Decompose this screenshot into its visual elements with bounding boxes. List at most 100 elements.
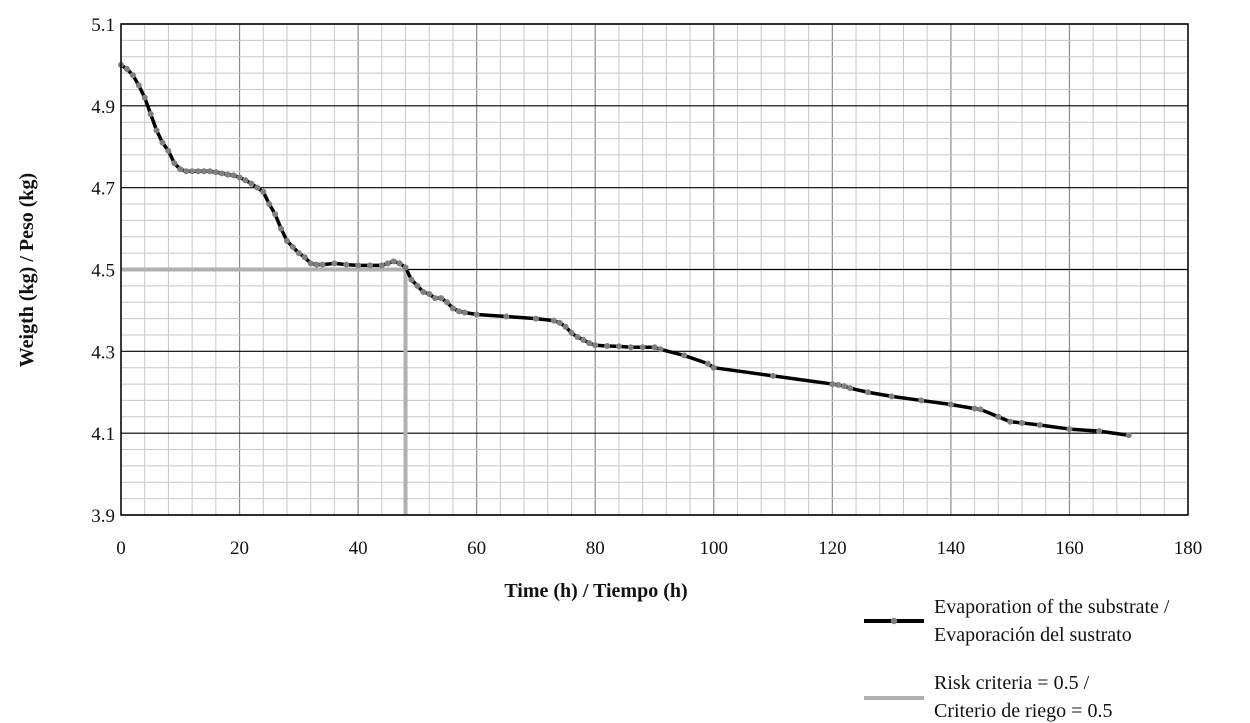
data-point-evaporation bbox=[444, 299, 450, 305]
data-point-evaporation bbox=[829, 381, 835, 387]
data-point-evaporation bbox=[391, 258, 397, 264]
data-point-evaporation bbox=[533, 316, 539, 322]
data-point-evaporation bbox=[408, 277, 414, 283]
series-layer bbox=[118, 62, 1132, 515]
data-point-evaporation bbox=[705, 361, 711, 367]
x-tick-label: 20 bbox=[230, 538, 249, 559]
legend-label-risk-line-1: Risk criteria = 0.5 / bbox=[934, 672, 1090, 694]
data-point-evaporation bbox=[569, 330, 575, 336]
data-point-evaporation bbox=[551, 318, 557, 324]
data-point-evaporation bbox=[201, 168, 207, 174]
legend-label-evaporation-line-1: Evaporation of the substrate / bbox=[934, 596, 1170, 618]
x-tick-labels: 0 20 40 60 80 100 120 140 160 180 bbox=[116, 538, 1202, 559]
data-point-evaporation bbox=[219, 170, 225, 176]
data-point-evaporation bbox=[142, 95, 148, 101]
data-point-evaporation bbox=[592, 342, 598, 348]
data-point-evaporation bbox=[225, 172, 231, 178]
data-point-evaporation bbox=[207, 168, 213, 174]
data-point-evaporation bbox=[978, 406, 984, 412]
data-point-evaporation bbox=[302, 254, 308, 260]
data-point-evaporation bbox=[450, 305, 456, 311]
data-point-evaporation bbox=[296, 250, 302, 256]
data-point-evaporation bbox=[580, 337, 586, 343]
data-point-evaporation bbox=[918, 397, 924, 403]
data-point-evaporation bbox=[1096, 428, 1102, 434]
data-point-evaporation bbox=[136, 82, 142, 88]
data-point-evaporation bbox=[586, 340, 592, 346]
data-point-evaporation bbox=[681, 352, 687, 358]
data-point-evaporation bbox=[159, 140, 165, 146]
data-point-evaporation bbox=[124, 66, 130, 72]
x-tick-label: 100 bbox=[700, 538, 729, 559]
data-point-evaporation bbox=[148, 111, 154, 117]
data-point-evaporation bbox=[426, 291, 432, 297]
data-point-evaporation bbox=[290, 244, 296, 250]
legend-item-risk-criteria: Risk criteria = 0.5 / Criterio de riego … bbox=[864, 672, 1112, 722]
legend: Evaporation of the substrate / Evaporaci… bbox=[864, 596, 1170, 722]
x-tick-label: 40 bbox=[349, 538, 368, 559]
data-point-evaporation bbox=[972, 406, 978, 412]
data-point-evaporation bbox=[403, 264, 409, 270]
data-point-evaporation bbox=[242, 177, 248, 183]
data-point-evaporation bbox=[177, 166, 183, 172]
data-point-evaporation bbox=[574, 334, 580, 340]
data-point-evaporation bbox=[1066, 426, 1072, 432]
legend-label-evaporation-line-2: Evaporación del sustrato bbox=[934, 624, 1132, 646]
x-tick-label: 80 bbox=[586, 538, 605, 559]
data-point-evaporation bbox=[652, 344, 658, 350]
data-point-evaporation bbox=[308, 260, 314, 266]
series-line-evaporation bbox=[121, 65, 1129, 435]
data-point-evaporation bbox=[456, 308, 462, 314]
data-point-evaporation bbox=[657, 346, 663, 352]
legend-label-risk-line-2: Criterio de riego = 0.5 bbox=[934, 700, 1112, 722]
data-point-evaporation bbox=[1007, 419, 1013, 425]
data-point-evaporation bbox=[165, 148, 171, 154]
data-point-evaporation bbox=[320, 262, 326, 268]
data-point-evaporation bbox=[563, 324, 569, 330]
data-point-evaporation bbox=[355, 262, 361, 268]
x-tick-label: 140 bbox=[937, 538, 966, 559]
data-point-evaporation bbox=[171, 160, 177, 166]
data-point-evaporation bbox=[835, 382, 841, 388]
data-point-evaporation bbox=[231, 172, 237, 178]
data-point-evaporation bbox=[847, 385, 853, 391]
x-tick-label: 180 bbox=[1174, 538, 1203, 559]
data-point-evaporation bbox=[616, 343, 622, 349]
y-tick-label: 4.5 bbox=[91, 261, 115, 282]
data-point-evaporation bbox=[183, 168, 189, 174]
data-point-evaporation bbox=[557, 320, 563, 326]
data-point-evaporation bbox=[770, 373, 776, 379]
x-tick-label: 120 bbox=[818, 538, 847, 559]
data-point-evaporation bbox=[195, 168, 201, 174]
data-point-evaporation bbox=[1126, 432, 1132, 438]
data-point-evaporation bbox=[254, 185, 260, 191]
data-point-evaporation bbox=[379, 262, 385, 268]
data-point-evaporation bbox=[272, 211, 278, 217]
data-point-evaporation bbox=[432, 295, 438, 301]
data-point-evaporation bbox=[331, 260, 337, 266]
data-point-evaporation bbox=[237, 174, 243, 180]
data-point-evaporation bbox=[462, 309, 468, 315]
data-point-evaporation bbox=[474, 312, 480, 318]
data-point-evaporation bbox=[889, 393, 895, 399]
data-point-evaporation bbox=[284, 238, 290, 244]
data-point-evaporation bbox=[1019, 420, 1025, 426]
data-point-evaporation bbox=[385, 260, 391, 266]
data-point-evaporation bbox=[278, 226, 284, 232]
data-point-evaporation bbox=[367, 262, 373, 268]
y-axis-title: Weigth (kg) / Peso (kg) bbox=[16, 173, 38, 367]
data-point-evaporation bbox=[248, 181, 254, 187]
data-point-evaporation bbox=[604, 343, 610, 349]
y-tick-label: 4.1 bbox=[91, 424, 115, 445]
data-point-evaporation bbox=[414, 283, 420, 289]
x-tick-label: 0 bbox=[116, 538, 126, 559]
x-tick-label: 160 bbox=[1055, 538, 1084, 559]
x-tick-label: 60 bbox=[467, 538, 486, 559]
y-tick-label: 3.9 bbox=[91, 506, 115, 527]
y-tick-label: 4.7 bbox=[91, 179, 115, 200]
data-point-evaporation bbox=[628, 344, 634, 350]
data-point-evaporation bbox=[260, 189, 266, 195]
data-point-evaporation bbox=[865, 389, 871, 395]
data-point-evaporation bbox=[503, 314, 509, 320]
